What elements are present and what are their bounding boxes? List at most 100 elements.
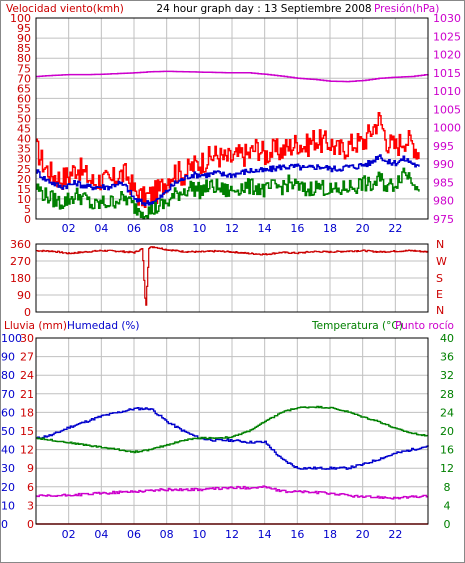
humidity-tick-label: 50 [1,425,15,438]
x-tick-label: 02 [62,222,76,235]
plot-frame [35,337,429,525]
y-left-tick-label: 80 [17,52,31,65]
y-right-tick-label: 1020 [433,49,461,62]
temperature-tick-label: 4 [444,499,451,512]
humidity-tick-label: 60 [1,406,15,419]
humidity-tick-label: 20 [1,481,15,494]
x-tick-label: 14 [258,222,272,235]
y-right-tick-label: 1025 [433,30,461,43]
y-left-tick-label: 0 [24,213,31,226]
x-tick-label: 10 [192,528,206,541]
y-left-tick-label: 50 [17,113,31,126]
plot-frame [35,17,429,220]
y-right-tick-label: 985 [433,176,454,189]
temperature-tick-label: 40 [440,332,454,345]
rain-tick-label: 21 [20,388,34,401]
wind-speed-title: Velocidad viento(kmh) [6,3,124,15]
y-left-tick-label: 270 [10,255,31,268]
temperature-tick-label: 0 [444,518,451,531]
y-left-tick-label: 55 [17,102,31,115]
series-line-humidity [36,407,429,470]
y-left-tick-label: 5 [24,203,31,216]
x-tick-label: 22 [388,528,402,541]
x-tick-label: 02 [62,528,76,541]
rain-tick-label: 0 [27,518,34,531]
date-title: 24 hour graph day : 13 Septiembre 2008 [156,3,371,15]
series-line-temperature [36,405,428,454]
y-right-tick-label: 1000 [433,122,461,135]
x-tick-label: 18 [323,222,337,235]
series-line-dewpoint [36,485,428,500]
x-tick-label: 20 [356,528,370,541]
y-left-tick-label: 10 [17,193,31,206]
y-right-tick-label: 1030 [433,12,461,25]
y-right-tick-label: 990 [433,158,454,171]
series-line-wind_speed [36,112,420,209]
x-tick-label: 08 [160,528,174,541]
y-right-tick-label: 1010 [433,85,461,98]
rain-tick-label: 27 [20,351,34,364]
rain-tick-label: 30 [20,332,34,345]
wind-direction-letter: E [436,288,443,301]
temperature-tick-label: 24 [440,406,454,419]
humidity-temperature-panel: 0102030405060708090100036912151821242730… [1,332,454,541]
y-left-tick-label: 45 [17,123,31,136]
y-right-tick-label: 980 [433,195,454,208]
dewpoint-axis-title: Punto rocío [395,320,454,332]
y-left-tick-label: 25 [17,163,31,176]
rain-tick-label: 15 [20,425,34,438]
temperature-axis-title: Temperatura (°C) [311,320,403,332]
y-right-tick-label: 1005 [433,103,461,116]
x-tick-label: 08 [160,222,174,235]
wind-direction-letter: N [436,238,444,251]
rain-tick-label: 9 [27,462,34,475]
y-left-tick-label: 90 [17,32,31,45]
series-line-wind_avg [36,154,420,207]
y-right-tick-label: 995 [433,140,454,153]
series-line-wind-direction [36,246,429,306]
x-tick-label: 18 [323,528,337,541]
wind-direction-panel: 0 90 180 270 360 [10,238,429,319]
y-left-tick-label: 360 [10,238,31,251]
wind-direction-letter: N [436,304,444,317]
temperature-tick-label: 32 [440,369,454,382]
temperature-tick-label: 12 [440,462,454,475]
rain-tick-label: 24 [20,369,34,382]
rain-tick-label: 3 [27,499,34,512]
y-left-tick-label: 85 [17,42,31,55]
y-left-tick-label: 15 [17,183,31,196]
x-tick-label: 16 [290,528,304,541]
y-left-tick-label: 180 [10,272,31,285]
humidity-tick-label: 40 [1,444,15,457]
rain-tick-label: 18 [20,406,34,419]
x-tick-label: 10 [192,222,206,235]
y-left-tick-label: 95 [17,22,31,35]
y-right-tick-label: 975 [433,213,454,226]
y-left-tick-label: 65 [17,82,31,95]
plot-frame [35,243,429,313]
y-left-tick-label: 60 [17,92,31,105]
x-tick-label: 14 [258,528,272,541]
series-line-wind_low [36,167,420,220]
y-left-tick-label: 40 [17,133,31,146]
temperature-tick-label: 20 [440,425,454,438]
y-left-tick-label: 75 [17,62,31,75]
x-tick-label: 04 [94,528,108,541]
series-line-pressure [36,70,429,83]
humidity-tick-label: 90 [1,351,15,364]
x-tick-label: 16 [290,222,304,235]
humidity-tick-label: 10 [1,499,15,512]
wind-direction-letter: W [436,255,447,268]
pressure-title: Presión(hPa) [374,3,439,15]
wind-pressure-panel: 0510152025303540455055606570758085909510… [10,12,461,235]
humidity-tick-label: 70 [1,388,15,401]
rain-tick-label: 12 [20,444,34,457]
temperature-tick-label: 16 [440,444,454,457]
y-right-tick-label: 1015 [433,67,461,80]
x-tick-label: 12 [225,222,239,235]
humidity-tick-label: 30 [1,462,15,475]
x-tick-label: 22 [388,222,402,235]
humidity-tick-label: 0 [1,518,8,531]
wind-direction-letter: S [436,272,443,285]
